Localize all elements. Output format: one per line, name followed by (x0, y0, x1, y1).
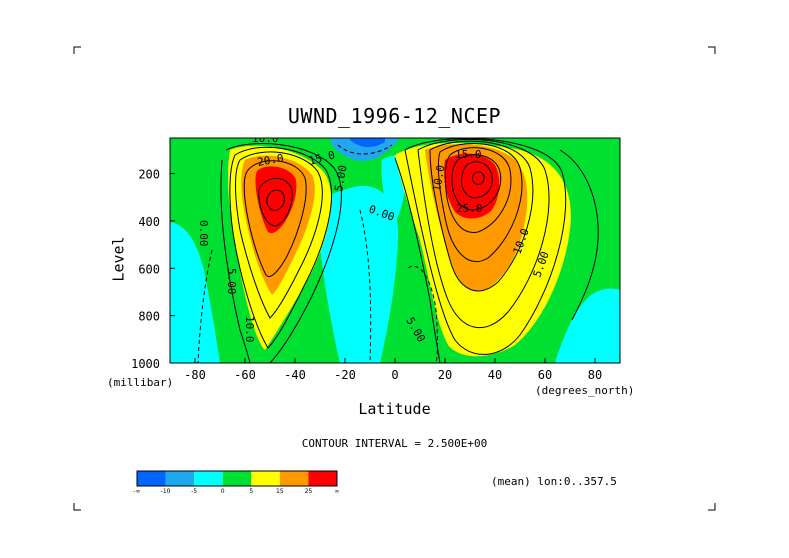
contour-n9 (394, 157, 441, 363)
y-tick-label: 200 (138, 168, 160, 182)
y-axis: 200 400 600 800 1000 (131, 168, 175, 371)
x-tick-label: 60 (538, 368, 552, 382)
x-tick-label: -80 (184, 368, 206, 382)
y-tick-label: 600 (138, 262, 160, 276)
colorbar-label: 5 (249, 488, 253, 495)
neg-contour-1 (197, 249, 213, 363)
colorbar-swatch (279, 471, 309, 486)
contour-n8 (404, 138, 567, 355)
x-axis-label: Latitude (358, 400, 431, 418)
contour-n10 (559, 149, 599, 321)
contour-interval-note: CONTOUR INTERVAL = 2.500E+00 (301, 437, 488, 450)
colorbar-swatch (137, 471, 166, 486)
x-tick-label: -40 (284, 368, 306, 382)
crop-mark-bottom-left (73, 503, 81, 511)
neg-contour-4 (337, 144, 393, 155)
colorbar: -∞ -10 -5 0 5 15 25 ∞ (133, 470, 340, 495)
x-tick-label: 0 (391, 368, 398, 382)
x-tick-label: 80 (588, 368, 602, 382)
colorbar-label: -10 (161, 488, 171, 495)
colorbar-swatch (308, 471, 337, 486)
field-center-cyan (318, 185, 399, 363)
contour-n1 (472, 171, 485, 185)
contour-s2 (258, 177, 293, 227)
contour-label: 5.00 (332, 164, 349, 192)
colorbar-swatch (194, 471, 223, 486)
colorbar-label: 0 (221, 488, 225, 495)
field-neg (350, 138, 385, 148)
neg-contour-3 (407, 265, 438, 363)
contour-label: 20.0 (256, 152, 284, 169)
chart-title: UWND_1996-12_NCEP (287, 104, 502, 128)
x-tick-label: -60 (234, 368, 256, 382)
contour-label: 15.0 (455, 148, 482, 161)
colorbar-swatch (222, 471, 252, 486)
x-tick-label: -20 (334, 368, 356, 382)
contour-label: 10.0 (243, 316, 256, 343)
contour-s6 (225, 143, 342, 363)
contour-n6 (429, 140, 534, 292)
field-right-cyan (555, 288, 620, 363)
contour-n2 (461, 161, 493, 199)
x-axis-units: (degrees_north) (535, 384, 635, 397)
contour-label: 10.0 (430, 164, 447, 192)
y-tick-label: 800 (138, 310, 160, 324)
y-tick-label: 400 (138, 215, 160, 229)
contour-s5 (229, 146, 332, 349)
x-tick-label: 40 (488, 368, 502, 382)
y-axis-units: (millibar) (107, 376, 174, 389)
contour-n3 (451, 154, 502, 211)
contour-label: 0.00 (197, 220, 210, 247)
colorbar-label: 15 (276, 488, 284, 495)
colorbar-swatch (251, 471, 280, 486)
colorbar-label: -5 (191, 488, 197, 495)
contour-n7 (417, 138, 550, 329)
y-axis-label: Level (109, 236, 128, 282)
crop-mark-bottom-right (708, 503, 716, 511)
neg-contour-2 (359, 209, 372, 363)
colorbar-label: ∞ (335, 488, 340, 495)
contour-s3 (243, 160, 307, 277)
contour-field: 10.0 20.0 15.0 0.00 5.00 10.0 25.0 15.0 … (170, 132, 620, 363)
contour-s4 (235, 151, 323, 319)
crop-marks (73, 46, 716, 511)
crop-mark-top-right (708, 46, 716, 54)
mean-note: (mean) lon:0..357.5 (491, 475, 617, 488)
y-tick-label: 1000 (131, 357, 160, 371)
contours-north (394, 138, 599, 363)
contour-label: 25.0 (456, 202, 483, 215)
colorbar-label: 25 (305, 488, 313, 495)
colorbar-label: -∞ (133, 488, 140, 495)
crop-mark-top-left (73, 46, 81, 54)
contour-s7 (220, 159, 251, 363)
x-tick-label: 20 (438, 368, 452, 382)
contours-negative (197, 144, 438, 363)
contours-south (220, 143, 342, 363)
contour-s1 (266, 189, 285, 211)
contour-n5 (437, 143, 523, 263)
colorbar-swatch (165, 471, 195, 486)
colorbar-frame (136, 470, 338, 487)
contour-n4 (444, 147, 512, 233)
field-top-blue (330, 138, 400, 161)
x-axis: -80 -60 -40 -20 0 20 40 60 80 (184, 358, 602, 382)
contour-label: 5.00 (225, 268, 238, 295)
contour-label: 10.0 (252, 132, 279, 145)
